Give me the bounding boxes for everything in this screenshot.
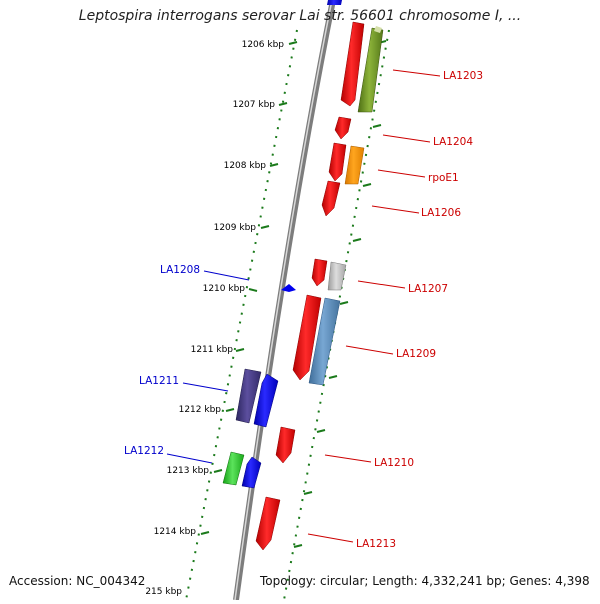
gene-LA1209-arrow[interactable] <box>308 297 341 386</box>
ruler-label-1206: 1206 kbp <box>242 40 285 50</box>
gene-arrow <box>327 0 342 5</box>
leader-LA1210 <box>324 454 372 463</box>
gene-red-long-arrow[interactable] <box>292 294 322 381</box>
gene-label-LA1212[interactable]: LA1212 <box>124 445 164 457</box>
gene-red-small-arrow[interactable] <box>328 142 347 182</box>
gene-LA1204[interactable] <box>334 116 352 140</box>
tick-1206-left <box>288 41 298 45</box>
gene-LA1206-arrow[interactable] <box>321 180 341 217</box>
ruler-label-1207: 1207 kbp <box>233 100 276 110</box>
tick-1214-left <box>200 531 210 535</box>
leader-LA1204 <box>382 134 431 143</box>
leader-LA1211 <box>182 382 229 392</box>
chromosome-backbone-highlight <box>234 0 333 601</box>
gene-label-rpoE1[interactable]: rpoE1 <box>428 172 459 184</box>
gene-LA1213[interactable] <box>255 496 281 551</box>
topology-text: Topology: circular; Length: 4,332,241 bp… <box>260 574 590 588</box>
gene-green-arrow[interactable] <box>222 451 245 486</box>
tick-1208-left <box>269 163 279 167</box>
tick-1211-right <box>328 375 338 379</box>
ruler-label-1211: 1211 kbp <box>191 345 234 355</box>
gene-LA1209[interactable] <box>292 294 341 386</box>
ruler-label-1210: 1210 kbp <box>203 284 246 294</box>
chromosome-backbone <box>233 0 336 601</box>
ruler-label-1213: 1213 kbp <box>167 466 210 476</box>
gene-LA1208-arrow[interactable] <box>281 284 296 292</box>
gene-label-LA1204[interactable]: LA1204 <box>433 136 473 148</box>
tick-1213-left <box>213 469 223 473</box>
tick-1209-right <box>352 238 362 242</box>
leader-LA1212 <box>166 453 213 464</box>
ruler-label-1212: 1212 kbp <box>179 405 222 415</box>
tick-1210-right <box>339 301 349 305</box>
gene-LA1206[interactable] <box>321 180 341 217</box>
gene-top-partial <box>327 0 342 5</box>
leader-LA1203 <box>392 69 441 77</box>
gene-rpoE1[interactable] <box>328 142 365 185</box>
gene-LA1211-arrow[interactable] <box>253 373 279 428</box>
leader-LA1207 <box>357 280 406 289</box>
gene-label-LA1208[interactable]: LA1208 <box>160 264 200 276</box>
leader-LA1213 <box>307 533 354 543</box>
tick-1208-right <box>362 183 372 187</box>
ruler-label-1209: 1209 kbp <box>214 223 257 233</box>
gene-label-LA1209[interactable]: LA1209 <box>396 348 436 360</box>
ruler-ticks <box>200 40 387 548</box>
gene-LA1212-arrow[interactable] <box>241 456 262 489</box>
gene-label-LA1206[interactable]: LA1206 <box>421 207 461 219</box>
gene-label-LA1210[interactable]: LA1210 <box>374 457 414 469</box>
tick-1207-right <box>372 124 382 128</box>
gene-LA1203[interactable] <box>340 21 384 113</box>
gene-purple-arrow[interactable] <box>235 368 262 424</box>
tick-1210-left <box>248 288 258 292</box>
tick-1213-right <box>303 491 313 495</box>
gene-label-LA1211[interactable]: LA1211 <box>139 375 179 387</box>
gene-LA1211[interactable] <box>235 368 279 428</box>
gene-LA1210[interactable] <box>275 426 296 464</box>
gene-LA1210-arrow[interactable] <box>275 426 296 464</box>
gene-label-LA1203[interactable]: LA1203 <box>443 70 483 82</box>
ruler-label-1215: 215 kbp <box>145 587 182 597</box>
tick-1209-left <box>260 225 270 229</box>
map-title: Leptospira interrogans serovar Lai str. … <box>78 8 522 24</box>
gene-label-LA1207[interactable]: LA1207 <box>408 283 448 295</box>
ruler-label-1208: 1208 kbp <box>224 161 267 171</box>
gene-LA1213-arrow[interactable] <box>255 496 281 551</box>
accession-text: Accession: NC_004342 <box>9 574 146 588</box>
gene-label-LA1213[interactable]: LA1213 <box>356 538 396 550</box>
gene-LA1212[interactable] <box>222 451 262 489</box>
tick-1212-right <box>316 429 326 433</box>
leader-rpoE1 <box>377 169 426 178</box>
gene-LA1203-arrow[interactable] <box>340 21 365 107</box>
leader-LA1206 <box>371 205 420 214</box>
ruler-label-1214: 1214 kbp <box>154 527 197 537</box>
tick-1207-left <box>278 102 288 106</box>
gene-LA1207[interactable] <box>311 258 347 291</box>
leader-LA1209 <box>345 345 394 355</box>
tick-1214-right <box>293 544 303 548</box>
gene-LA1207-red-arrow[interactable] <box>311 258 328 287</box>
leader-LA1208 <box>203 270 250 281</box>
gene-LA1204-arrow[interactable] <box>334 116 352 140</box>
tick-1212-left <box>225 408 235 412</box>
gene-LA1203-olive-cap <box>374 26 382 33</box>
gene-rpoE1-arrow[interactable] <box>344 145 365 185</box>
tick-1211-left <box>235 348 245 352</box>
gene-LA1208[interactable] <box>281 284 296 292</box>
gene-LA1207-arrow[interactable] <box>327 261 347 291</box>
